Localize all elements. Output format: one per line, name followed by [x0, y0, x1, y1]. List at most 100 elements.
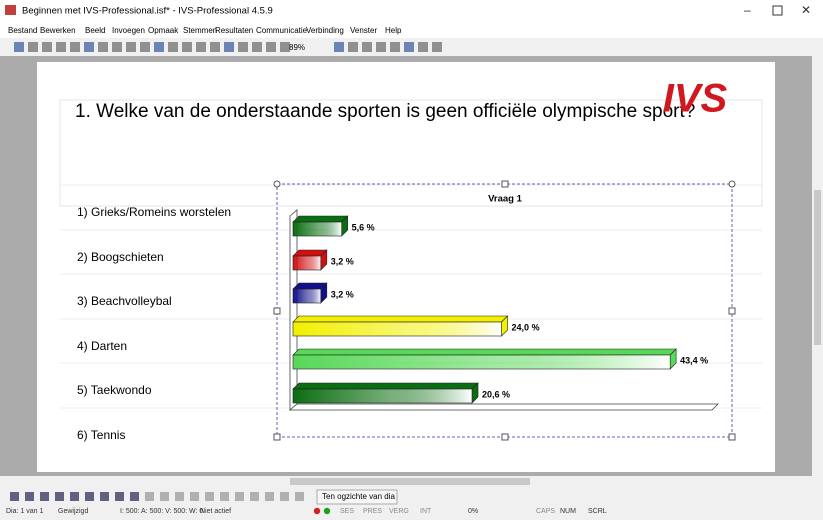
status-field: VERG: [389, 508, 409, 515]
tool-icon[interactable]: [210, 42, 220, 52]
value-label: 24,0 %: [512, 322, 540, 332]
status-field: INT: [420, 508, 432, 515]
nav-icon[interactable]: [250, 492, 259, 501]
nav-button-label[interactable]: Ten ogzichte van dia: [322, 492, 395, 501]
tool-icon[interactable]: [70, 42, 80, 52]
tool-icon[interactable]: [168, 42, 178, 52]
tool-icon[interactable]: [418, 42, 428, 52]
tool-icon[interactable]: [362, 42, 372, 52]
menu-item[interactable]: Stemmen: [183, 26, 217, 35]
tool-icon[interactable]: [84, 42, 94, 52]
tool-icon[interactable]: [112, 42, 122, 52]
value-label: 3,2 %: [331, 289, 354, 299]
menu-item[interactable]: Opmaak: [148, 26, 179, 35]
tool-icon[interactable]: [56, 42, 66, 52]
tool-icon[interactable]: [154, 42, 164, 52]
nav-icon[interactable]: [190, 492, 199, 501]
nav-icon[interactable]: [10, 492, 19, 501]
nav-icon[interactable]: [55, 492, 64, 501]
menu-item[interactable]: Resultaten: [215, 26, 253, 35]
logo: IVS: [663, 77, 728, 121]
status-bar: [0, 507, 823, 515]
resize-handle[interactable]: [728, 307, 736, 315]
bar: [292, 321, 502, 337]
menu-item[interactable]: Invoegen: [112, 26, 145, 35]
tool-icon[interactable]: [98, 42, 108, 52]
menu-item[interactable]: Communicatie: [256, 26, 308, 35]
resize-handle[interactable]: [273, 307, 281, 315]
chart-wall: [289, 209, 298, 411]
nav-icon[interactable]: [265, 492, 274, 501]
close[interactable]: ✕: [801, 3, 811, 17]
tool-icon[interactable]: [238, 42, 248, 52]
nav-icon[interactable]: [115, 492, 124, 501]
status-led: [323, 507, 331, 515]
resize-handle[interactable]: [728, 180, 736, 188]
tool-icon[interactable]: [252, 42, 262, 52]
tool-icon[interactable]: [432, 42, 442, 52]
menu-item[interactable]: Beeld: [85, 26, 105, 35]
nav-icon[interactable]: [175, 492, 184, 501]
tool-icon[interactable]: [348, 42, 358, 52]
resize-handle[interactable]: [728, 433, 736, 441]
nav-icon[interactable]: [130, 492, 139, 501]
resize-handle[interactable]: [501, 433, 509, 441]
nav-icon[interactable]: [70, 492, 79, 501]
tool-icon[interactable]: [28, 42, 38, 52]
nav-icon[interactable]: [145, 492, 154, 501]
resize-handle[interactable]: [273, 433, 281, 441]
tool-icon[interactable]: [126, 42, 136, 52]
nav-icon[interactable]: [220, 492, 229, 501]
menu-item[interactable]: Help: [385, 26, 402, 35]
tool-icon[interactable]: [196, 42, 206, 52]
tool-icon[interactable]: [376, 42, 386, 52]
bar: [292, 388, 473, 404]
status-field: 0%: [468, 508, 478, 515]
minimize[interactable]: –: [744, 3, 751, 17]
question: 1. Welke van de onderstaande sporten is …: [75, 101, 695, 122]
bar: [292, 288, 322, 304]
nav-icon[interactable]: [100, 492, 109, 501]
bar-top: [292, 315, 509, 323]
h-scroll-thumb[interactable]: [290, 478, 530, 485]
nav-icon[interactable]: [295, 492, 304, 501]
resize-handle[interactable]: [273, 180, 281, 188]
nav-button[interactable]: [316, 489, 398, 505]
zoom[interactable]: 89%: [289, 43, 305, 52]
bar: [292, 354, 671, 370]
nav-icon[interactable]: [25, 492, 34, 501]
nav-icon[interactable]: [40, 492, 49, 501]
tool-icon[interactable]: [334, 42, 344, 52]
tool-icon[interactable]: [14, 42, 24, 52]
bar: [292, 255, 322, 271]
resize-handle[interactable]: [501, 180, 509, 188]
tool-icon[interactable]: [280, 42, 290, 52]
nav-icon[interactable]: [160, 492, 169, 501]
nav-icon[interactable]: [205, 492, 214, 501]
v-scroll-thumb[interactable]: [814, 190, 821, 345]
answer: 1) Grieks/Romeins worstelen: [77, 205, 231, 219]
question-box: [59, 99, 763, 207]
menu-item[interactable]: Bewerken: [40, 26, 76, 35]
bar-top: [292, 348, 677, 356]
nav-icon[interactable]: [280, 492, 289, 501]
title-bar: [0, 0, 823, 22]
tool-icon[interactable]: [390, 42, 400, 52]
menu-item[interactable]: Bestand: [8, 26, 37, 35]
nav-icon[interactable]: [85, 492, 94, 501]
maximize[interactable]: [772, 5, 783, 16]
tool-icon[interactable]: [182, 42, 192, 52]
tool-icon[interactable]: [140, 42, 150, 52]
status-field: SCRL: [588, 508, 607, 515]
tool-icon[interactable]: [224, 42, 234, 52]
app-icon: [5, 5, 16, 15]
status-field: SES: [340, 508, 354, 515]
tool-icon[interactable]: [42, 42, 52, 52]
nav-icon[interactable]: [235, 492, 244, 501]
tool-icon[interactable]: [266, 42, 276, 52]
menu-item[interactable]: Verbinding: [306, 26, 344, 35]
value-label: 3,2 %: [331, 256, 354, 266]
tool-icon[interactable]: [404, 42, 414, 52]
status-field: NUM: [560, 508, 576, 515]
menu-item[interactable]: Venster: [350, 26, 377, 35]
